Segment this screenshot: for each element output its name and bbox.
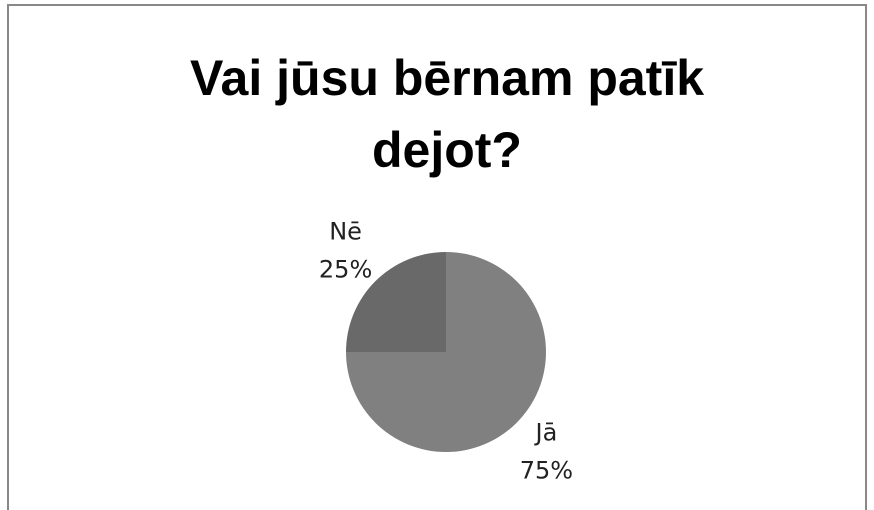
- slice-value-label: 75%: [520, 456, 573, 484]
- slice-value-label: 25%: [319, 256, 372, 284]
- chart-title: Vai jūsu bērnam patīk dejot?: [189, 50, 705, 178]
- slice-label: Jā: [534, 418, 558, 446]
- slice-label: Nē: [329, 218, 362, 246]
- pie-slice: [346, 252, 446, 352]
- frame: [7, 4, 867, 510]
